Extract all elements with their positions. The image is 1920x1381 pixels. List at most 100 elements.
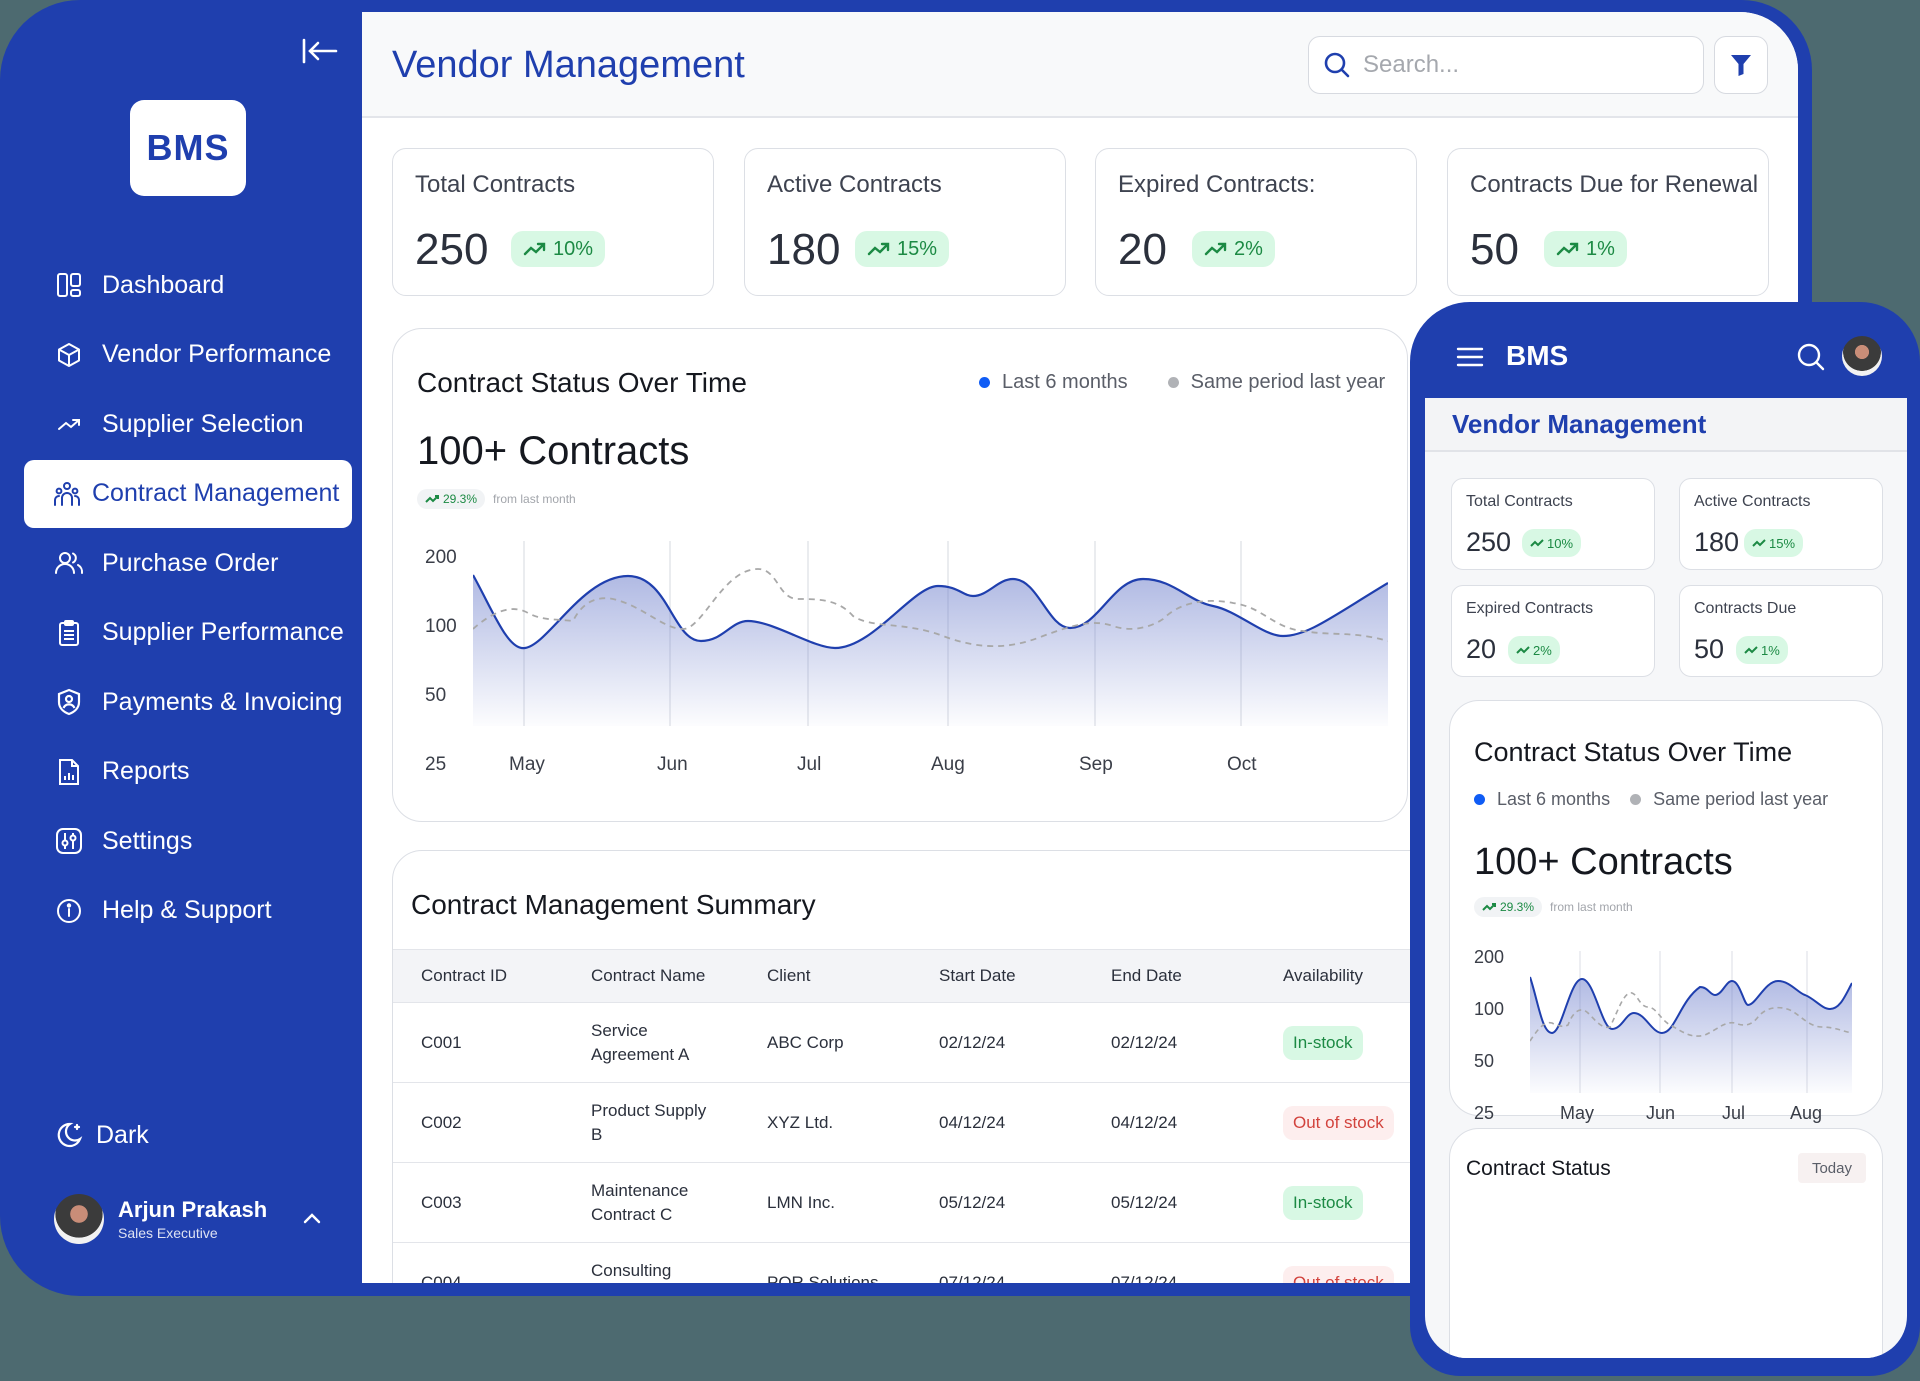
- stat-label: Expired Contracts:: [1118, 171, 1316, 198]
- legend-label: Same period last year: [1653, 789, 1829, 809]
- sidebar-item-payments-invoicing[interactable]: Payments & Invoicing: [24, 668, 352, 736]
- stat-value: 250: [1466, 527, 1512, 557]
- column-header-end-date[interactable]: End Date: [1111, 966, 1182, 985]
- mobile-stat-card-active: Active Contracts 180 15%: [1679, 478, 1883, 570]
- chevron-up-icon[interactable]: [300, 1207, 324, 1231]
- sidebar-item-settings[interactable]: Settings: [24, 807, 352, 875]
- x-tick: Jun: [657, 754, 688, 775]
- y-tick: 25: [1474, 1103, 1495, 1123]
- table-row[interactable]: C004 Consulting Agreement D PQR Solution…: [393, 1243, 1441, 1283]
- column-header-contract-id[interactable]: Contract ID: [421, 966, 507, 985]
- report-icon: [54, 757, 84, 787]
- mobile-title-bar: Vendor Management: [1425, 398, 1907, 452]
- change-badge: 2%: [1192, 231, 1275, 267]
- dark-mode-toggle[interactable]: Dark: [54, 1120, 149, 1150]
- legend-dot-icon: [1167, 377, 1179, 388]
- legend-label: Same period last year: [1190, 371, 1386, 393]
- sidebar-item-supplier-performance[interactable]: Supplier Performance: [24, 599, 352, 667]
- trending-up-icon: [1556, 242, 1579, 256]
- hamburger-menu-icon[interactable]: [1456, 346, 1484, 368]
- sidebar-item-purchase-order[interactable]: Purchase Order: [24, 529, 352, 597]
- column-header-client[interactable]: Client: [767, 966, 811, 985]
- change-value: 1%: [1761, 642, 1780, 658]
- sidebar-item-label: Dashboard: [102, 270, 225, 299]
- search-input[interactable]: [1363, 51, 1683, 79]
- search-icon[interactable]: [1796, 342, 1826, 372]
- trending-up-icon: [54, 409, 84, 439]
- stat-value: 20: [1118, 225, 1167, 274]
- collapse-sidebar-button[interactable]: [300, 36, 340, 66]
- chart-title: Contract Status Over Time: [417, 367, 747, 398]
- table-row[interactable]: C003 Maintenance Contract C LMN Inc. 05/…: [393, 1163, 1441, 1243]
- user-role: Sales Executive: [118, 1225, 218, 1241]
- change-badge: 1%: [1736, 636, 1788, 664]
- cell-contract-name: Maintenance Contract C: [591, 1181, 689, 1224]
- legend-item-current[interactable]: Last 6 months: [979, 371, 1128, 394]
- sidebar-item-label: Supplier Selection: [102, 409, 304, 438]
- moon-icon: [54, 1120, 84, 1150]
- stat-value: 180: [1694, 527, 1740, 557]
- change-badge: 10%: [1522, 529, 1582, 557]
- status-badge: In-stock: [1283, 1186, 1363, 1220]
- y-tick: 200: [1474, 947, 1505, 967]
- trending-up-icon: [1530, 539, 1544, 547]
- mobile-app-frame: BMS Vendor Management Total Contracts 25…: [1410, 302, 1920, 1376]
- change-value: 10%: [553, 237, 594, 260]
- user-profile[interactable]: Arjun Prakash Sales Executive: [54, 1193, 324, 1245]
- legend-label: Last 6 months: [1002, 371, 1128, 393]
- sliders-icon: [54, 826, 84, 856]
- y-tick: 25: [425, 754, 447, 775]
- stat-label: Contracts Due: [1694, 600, 1797, 617]
- mobile-stat-card-due: Contracts Due 50 1%: [1679, 585, 1883, 677]
- stat-label: Total Contracts: [1466, 493, 1573, 510]
- legend-item-previous[interactable]: Same period last year: [1167, 371, 1386, 394]
- chart-legend: Last 6 months Same period last year: [1474, 789, 1828, 810]
- legend-item-current[interactable]: Last 6 months: [1474, 789, 1610, 810]
- stat-label: Contracts Due for Renewal: [1470, 171, 1759, 198]
- period-selector[interactable]: Today: [1797, 1153, 1866, 1183]
- sidebar-item-help-support[interactable]: Help & Support: [24, 877, 352, 945]
- cell-contract-name: Consulting Agreement D: [591, 1261, 672, 1280]
- x-tick: Jun: [1646, 1103, 1676, 1123]
- contract-status-chart-card: Contract Status Over Time Last 6 months …: [392, 328, 1408, 822]
- table-header: Contract ID Contract Name Client Start D…: [393, 949, 1441, 1003]
- desktop-app-window: BMS Dashboard Vendor Performance Supplie…: [0, 0, 1812, 1296]
- x-tick: Aug: [931, 754, 965, 775]
- x-tick: Oct: [1227, 754, 1257, 775]
- y-tick: 50: [425, 685, 447, 706]
- change-badge: 1%: [1544, 231, 1627, 267]
- stat-label: Total Contracts: [415, 171, 576, 198]
- sidebar-item-dashboard[interactable]: Dashboard: [24, 251, 352, 319]
- table-row[interactable]: C002 Product Supply B XYZ Ltd. 04/12/24 …: [393, 1083, 1441, 1163]
- clipboard-icon: [54, 618, 84, 648]
- change-value: 29.3%: [1500, 900, 1535, 914]
- legend-item-previous[interactable]: Same period last year: [1630, 789, 1828, 810]
- column-header-start-date[interactable]: Start Date: [939, 966, 1016, 985]
- mobile-line-chart: [1530, 951, 1852, 1093]
- column-header-contract-name[interactable]: Contract Name: [591, 966, 706, 985]
- table-row[interactable]: C001 Service Agreement A ABC Corp 02/12/…: [393, 1003, 1441, 1083]
- legend-label: Last 6 months: [1497, 789, 1611, 809]
- team-icon: [52, 479, 82, 509]
- trending-up-icon: [867, 242, 890, 256]
- avatar[interactable]: [1842, 336, 1882, 376]
- avatar: [54, 1194, 104, 1244]
- cell-contract-id: C004: [421, 1273, 462, 1283]
- cell-contract-id: C001: [421, 1033, 462, 1052]
- change-indicator: 29.3% from last month: [417, 489, 576, 509]
- x-tick: May: [1560, 1103, 1595, 1123]
- cell-start-date: 07/12/24: [939, 1273, 1006, 1283]
- search-box[interactable]: [1308, 36, 1704, 94]
- sidebar-item-supplier-selection[interactable]: Supplier Selection: [24, 390, 352, 458]
- sidebar-item-reports[interactable]: Reports: [24, 738, 352, 806]
- trending-up-icon: [425, 495, 439, 503]
- cell-end-date: 07/12/24: [1111, 1273, 1178, 1283]
- change-note: from last month: [493, 492, 576, 506]
- y-tick: 200: [425, 547, 457, 568]
- sidebar-item-vendor-performance[interactable]: Vendor Performance: [24, 321, 352, 389]
- cell-client: ABC Corp: [767, 1033, 844, 1052]
- column-header-availability[interactable]: Availability: [1283, 966, 1364, 985]
- filter-button[interactable]: [1714, 36, 1768, 94]
- sidebar-item-contract-management[interactable]: Contract Management: [24, 459, 352, 528]
- stat-card-total-contracts: Total Contracts 250 10%: [392, 148, 714, 296]
